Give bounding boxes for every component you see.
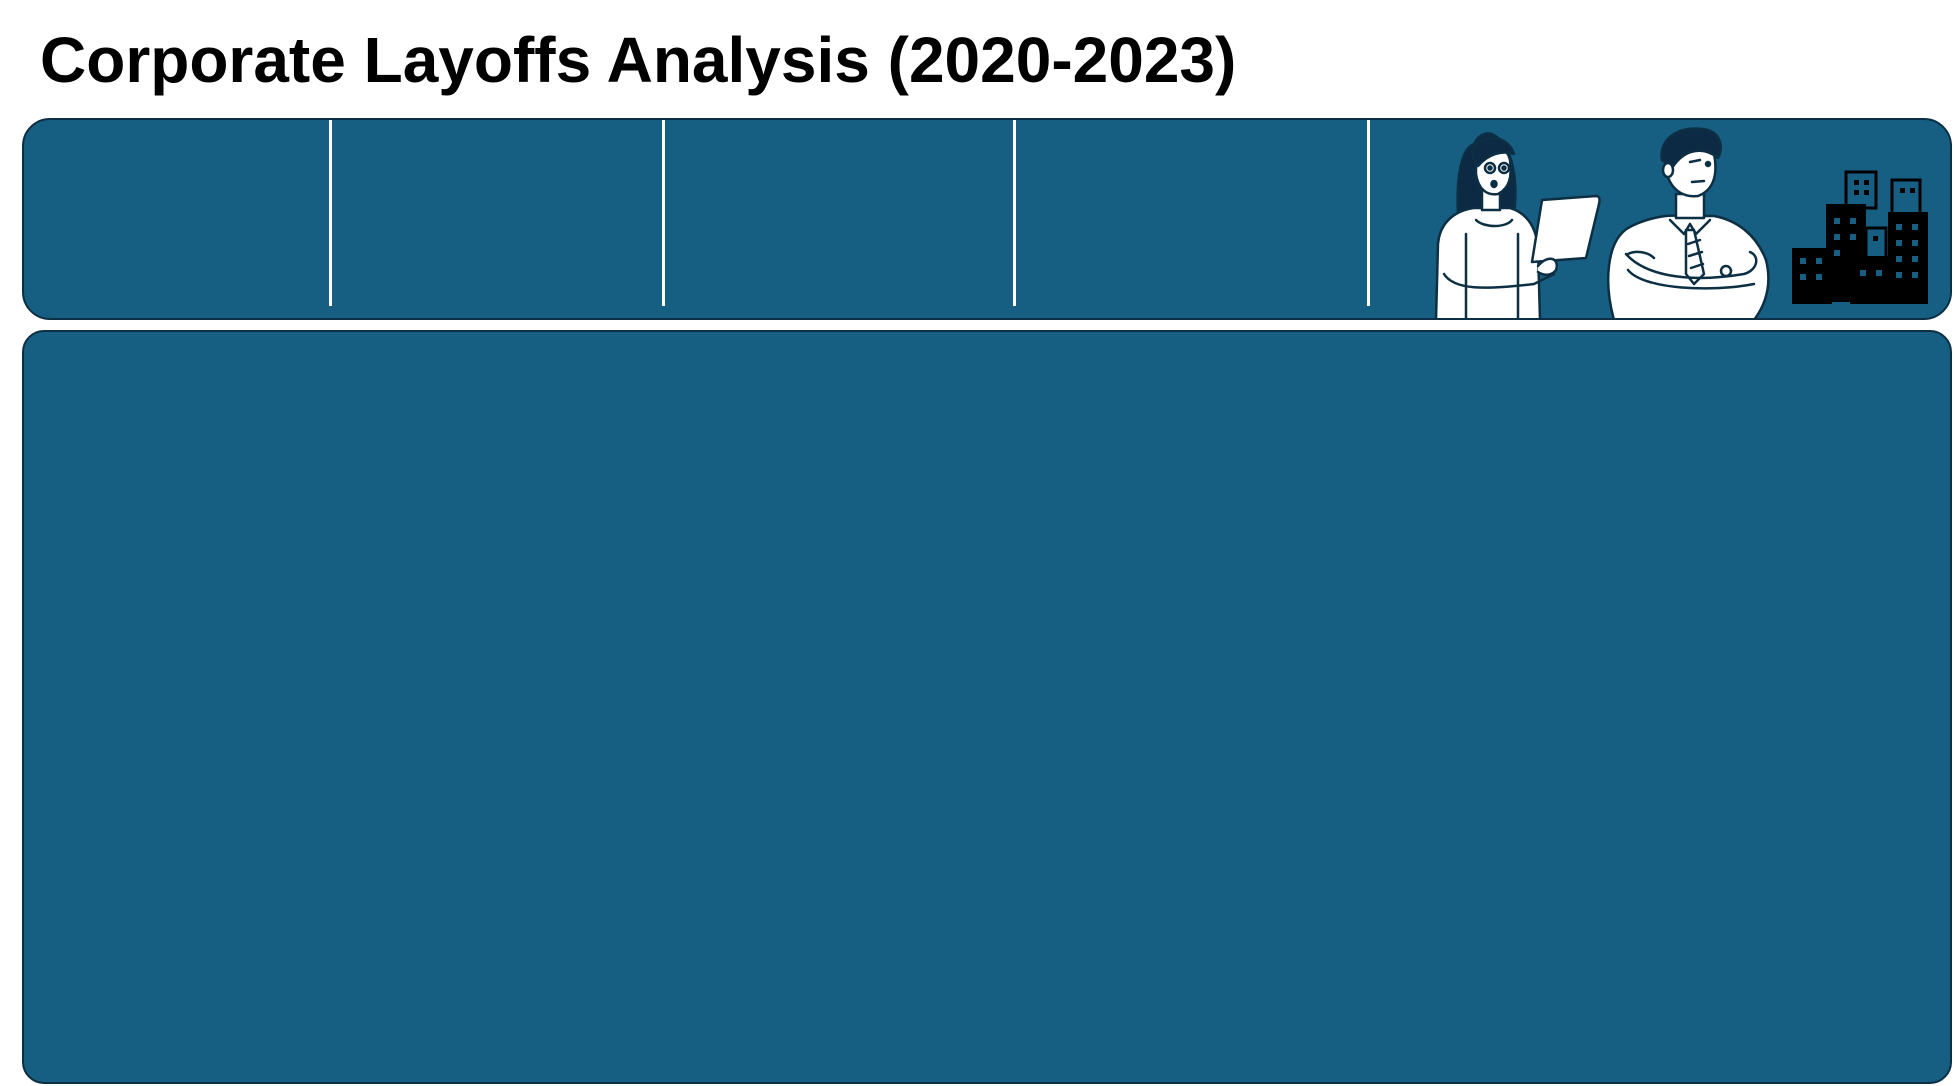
main-content-panel	[22, 330, 1952, 1084]
page-title: Corporate Layoffs Analysis (2020-2023)	[40, 24, 1237, 96]
kpi-divider	[662, 120, 665, 306]
office-buildings-icon	[1792, 170, 1928, 304]
illustration	[1434, 127, 1928, 318]
kpi-card-5	[1370, 120, 1410, 306]
kpi-card-3	[665, 120, 1013, 306]
man-arms-crossed-icon	[1606, 127, 1770, 318]
kpi-card-2	[332, 120, 662, 306]
kpi-divider	[1013, 120, 1016, 306]
kpi-card-1	[24, 120, 329, 306]
kpi-panel	[22, 118, 1952, 320]
kpi-divider	[329, 120, 332, 306]
woman-with-tablet-icon	[1434, 132, 1601, 318]
kpi-divider	[1367, 120, 1370, 306]
kpi-card-4	[1016, 120, 1367, 306]
